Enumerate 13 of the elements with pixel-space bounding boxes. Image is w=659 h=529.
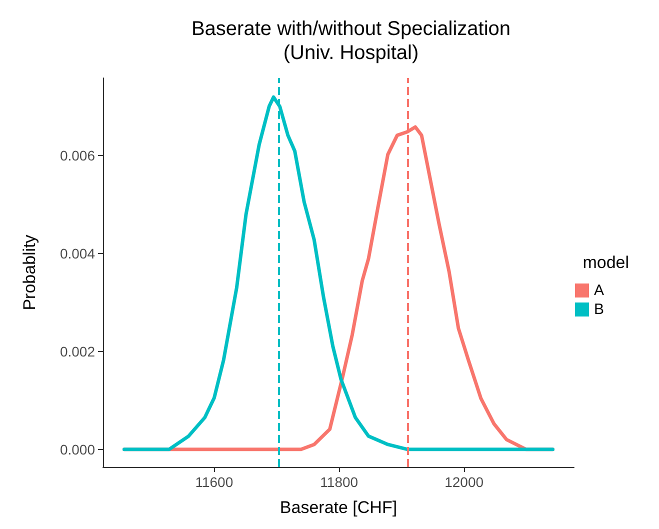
y-tick-label: 0.002 bbox=[60, 343, 96, 360]
legend-title: model bbox=[582, 253, 630, 272]
x-tick-label: 12000 bbox=[444, 474, 484, 490]
legend-label: B bbox=[594, 301, 604, 318]
x-tick-label: 11800 bbox=[320, 474, 358, 490]
chart-title: Baserate with/without Specialization (Univ. Hospital) bbox=[191, 18, 511, 64]
x-tick-label: 11600 bbox=[195, 474, 234, 490]
legend-label: A bbox=[594, 282, 604, 299]
y-axis-title: Probablity bbox=[20, 234, 39, 310]
y-tick-label: 0.004 bbox=[60, 245, 96, 262]
y-tick-label: 0.006 bbox=[60, 147, 96, 164]
y-tick-label: 0.000 bbox=[60, 441, 96, 458]
x-axis-title: Baserate [CHF] bbox=[280, 498, 398, 517]
